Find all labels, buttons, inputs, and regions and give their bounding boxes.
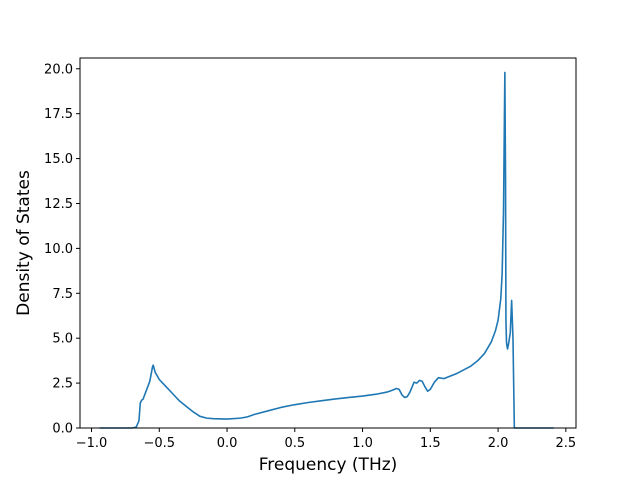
x-tick-label: −1.0 [76, 436, 108, 451]
x-tick-label: 2.0 [488, 436, 509, 451]
y-tick-label: 10.0 [44, 242, 73, 257]
x-tick-label: 0.5 [284, 436, 305, 451]
x-tick-label: 0.0 [217, 436, 238, 451]
dos-series-line [99, 71, 554, 429]
x-axis: −1.0 −0.5 0.0 0.5 1.0 1.5 2.0 2.5 [76, 428, 576, 451]
plot-frame [79, 57, 577, 429]
series-layer [99, 71, 554, 429]
y-tick-label: 17.5 [44, 107, 73, 122]
x-tick-label: 2.5 [555, 436, 576, 451]
y-tick-label: 0.0 [52, 422, 73, 437]
y-tick-label: 15.0 [44, 152, 73, 167]
x-tick-label: 1.5 [420, 436, 441, 451]
y-tick-label: 12.5 [44, 197, 73, 212]
x-tick-label: −0.5 [143, 436, 175, 451]
y-axis: 0.0 2.5 5.0 7.5 10.0 12.5 15.0 17.5 20.0 [44, 62, 80, 437]
y-tick-label: 20.0 [44, 62, 73, 77]
y-axis-label: Density of States [14, 170, 34, 316]
y-tick-label: 5.0 [52, 332, 73, 347]
x-tick-label: 1.0 [352, 436, 373, 451]
y-tick-label: 2.5 [52, 377, 73, 392]
y-tick-label: 7.5 [52, 287, 73, 302]
x-axis-label: Frequency (THz) [259, 455, 398, 475]
